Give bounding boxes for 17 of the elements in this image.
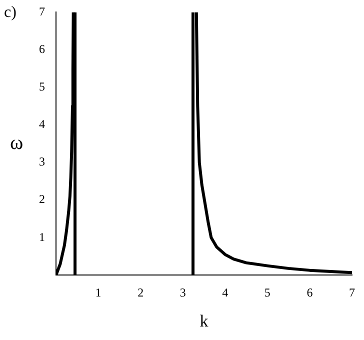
y-tick-label: 1 <box>39 230 45 244</box>
x-tick-label: 5 <box>264 286 270 300</box>
y-tick-label: 6 <box>39 42 45 56</box>
y-tick-label: 4 <box>39 117 45 132</box>
x-tick-label: 1 <box>95 286 102 300</box>
x-axis-title: k <box>200 311 209 330</box>
y-tick-label: 3 <box>39 154 45 169</box>
x-tick-label: 6 <box>306 286 313 300</box>
x-tick-label: 3 <box>180 286 186 300</box>
x-tick-label: 4 <box>222 286 228 300</box>
x-tick-label: 7 <box>349 286 355 300</box>
x-tick-label: 2 <box>138 286 144 300</box>
y-axis-title: ω <box>10 132 24 155</box>
text: c) <box>4 4 16 22</box>
y-tick-label: 2 <box>39 192 45 206</box>
y-tick-label: 7 <box>39 4 45 18</box>
y-tick-label: 5 <box>39 80 45 94</box>
